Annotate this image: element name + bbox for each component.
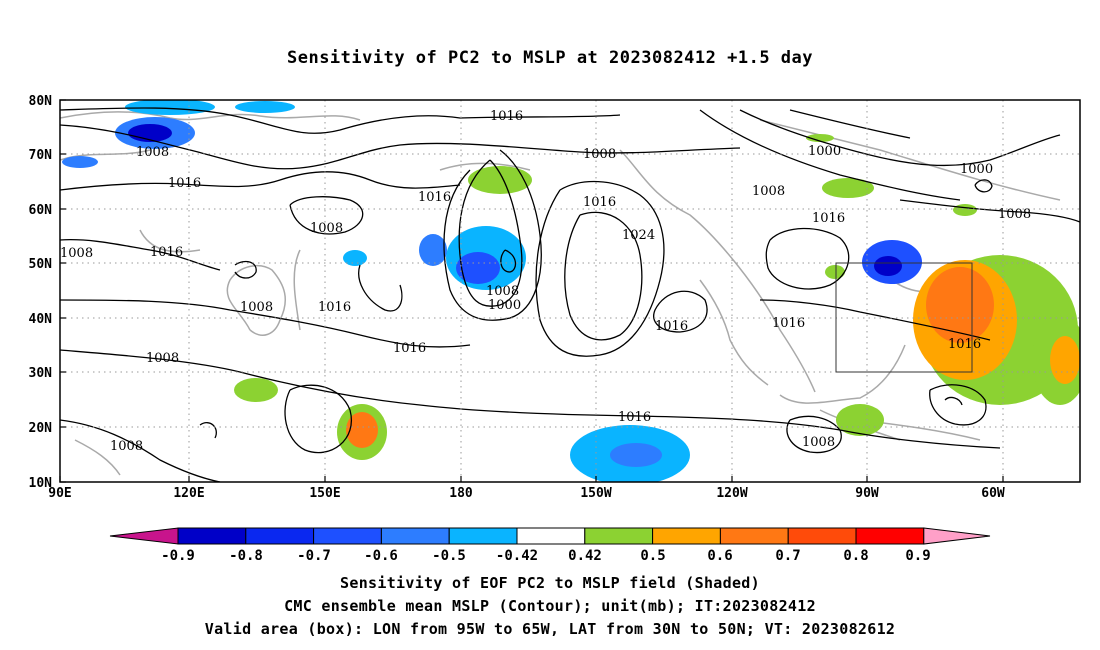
lon-label: 180 xyxy=(449,486,473,501)
contour-label: 1016 xyxy=(772,316,805,331)
contour-label: 1000 xyxy=(960,162,993,177)
map-title: Sensitivity of PC2 to MSLP at 2023082412… xyxy=(286,48,813,68)
axis-ticks xyxy=(59,99,1004,483)
lon-label: 60W xyxy=(981,486,1005,501)
contour-label: 1016 xyxy=(418,190,451,205)
lon-label: 150E xyxy=(309,486,340,501)
contour-label: 1008 xyxy=(146,351,179,366)
colorbar-tick: 0.42 xyxy=(568,548,602,564)
colorbar-tick: -0.5 xyxy=(432,548,466,564)
colorbar-tick: 0.5 xyxy=(640,548,665,564)
colorbar xyxy=(109,527,991,545)
lat-label: 30N xyxy=(29,366,53,381)
lat-labels: 80N 70N 60N 50N 40N 30N 20N 10N xyxy=(29,94,53,491)
contour-label: 1008 xyxy=(310,221,343,236)
lat-label: 50N xyxy=(29,257,53,272)
lon-label: 150W xyxy=(580,486,611,501)
valid-area-box xyxy=(835,262,973,373)
colorbar-segment xyxy=(177,527,247,545)
contour-label: 1016 xyxy=(150,245,183,260)
contour-label: 1016 xyxy=(168,176,201,191)
coastlines xyxy=(60,111,1061,476)
colorbar-low-end xyxy=(109,527,179,545)
colorbar-segment xyxy=(245,527,315,545)
contour-label: 1016 xyxy=(318,300,351,315)
contour-label: 1016 xyxy=(490,109,523,124)
colorbar-tick: -0.6 xyxy=(364,548,398,564)
colorbar-tick: 0.7 xyxy=(775,548,800,564)
colorbar-tick-labels: -0.9 -0.8 -0.7 -0.6 -0.5 -0.42 0.42 0.5 … xyxy=(161,548,931,564)
lat-label: 60N xyxy=(29,203,53,218)
colorbar-tick: 0.9 xyxy=(905,548,930,564)
colorbar-segment xyxy=(855,527,925,545)
contour-label: 1016 xyxy=(812,211,845,226)
lon-label: 120W xyxy=(716,486,747,501)
contour-label: 1008 xyxy=(136,145,169,160)
caption-shading: Sensitivity of EOF PC2 to MSLP field (Sh… xyxy=(340,574,760,592)
colorbar-tick: -0.8 xyxy=(229,548,263,564)
colorbar-high-end xyxy=(923,527,991,545)
map-frame xyxy=(59,99,1081,483)
lon-label: 90W xyxy=(855,486,879,501)
caption-contour: CMC ensemble mean MSLP (Contour); unit(m… xyxy=(284,597,816,615)
contour-label: 1016 xyxy=(583,195,616,210)
contour-label: 1008 xyxy=(240,300,273,315)
colorbar-segment xyxy=(787,527,857,545)
colorbar-segment xyxy=(719,527,789,545)
contour-label: 1008 xyxy=(998,207,1031,222)
contour-label: 1016 xyxy=(655,319,688,334)
contour-label: 1016 xyxy=(948,337,981,352)
colorbar-tick: -0.9 xyxy=(161,548,195,564)
colorbar-segment xyxy=(516,527,586,545)
mslp-contours xyxy=(60,107,1080,482)
contour-label: 1008 xyxy=(583,147,616,162)
contour-label: 1008 xyxy=(110,439,143,454)
lon-labels: 90E 120E 150E 180 150W 120W 90W 60W xyxy=(48,486,1005,501)
contour-label: 1016 xyxy=(618,410,651,425)
lat-label: 20N xyxy=(29,421,53,436)
colorbar-tick: -0.7 xyxy=(297,548,331,564)
colorbar-segment xyxy=(313,527,382,545)
contour-label: 1000 xyxy=(808,144,841,159)
lon-label: 120E xyxy=(173,486,204,501)
colorbar-tick: 0.6 xyxy=(707,548,732,564)
lat-label: 40N xyxy=(29,312,53,327)
colorbar-segment xyxy=(652,527,721,545)
contour-label: 1008 xyxy=(60,246,93,261)
contour-label: 1008 xyxy=(752,184,785,199)
lat-label: 70N xyxy=(29,148,53,163)
colorbar-tick: 0.8 xyxy=(843,548,868,564)
lat-label: 80N xyxy=(29,94,53,109)
contour-label: 1024 xyxy=(622,228,655,243)
colorbar-segment xyxy=(380,527,450,545)
colorbar-segment xyxy=(448,527,518,545)
lon-label: 90E xyxy=(48,486,71,501)
caption-valid-area: Valid area (box): LON from 95W to 65W, L… xyxy=(204,620,896,638)
sensitivity-shading xyxy=(62,100,1080,482)
contour-label: 1016 xyxy=(393,341,426,356)
contour-label: 1000 xyxy=(488,298,521,313)
contour-label: 1008 xyxy=(802,435,835,450)
lat-label: 10N xyxy=(29,476,53,491)
contour-labels: 1016 1008 1016 1000 1000 1008 1016 1008 … xyxy=(60,109,1031,454)
contour-label: 1008 xyxy=(486,284,519,299)
colorbar-tick: -0.42 xyxy=(496,548,538,564)
colorbar-segment xyxy=(584,527,654,545)
